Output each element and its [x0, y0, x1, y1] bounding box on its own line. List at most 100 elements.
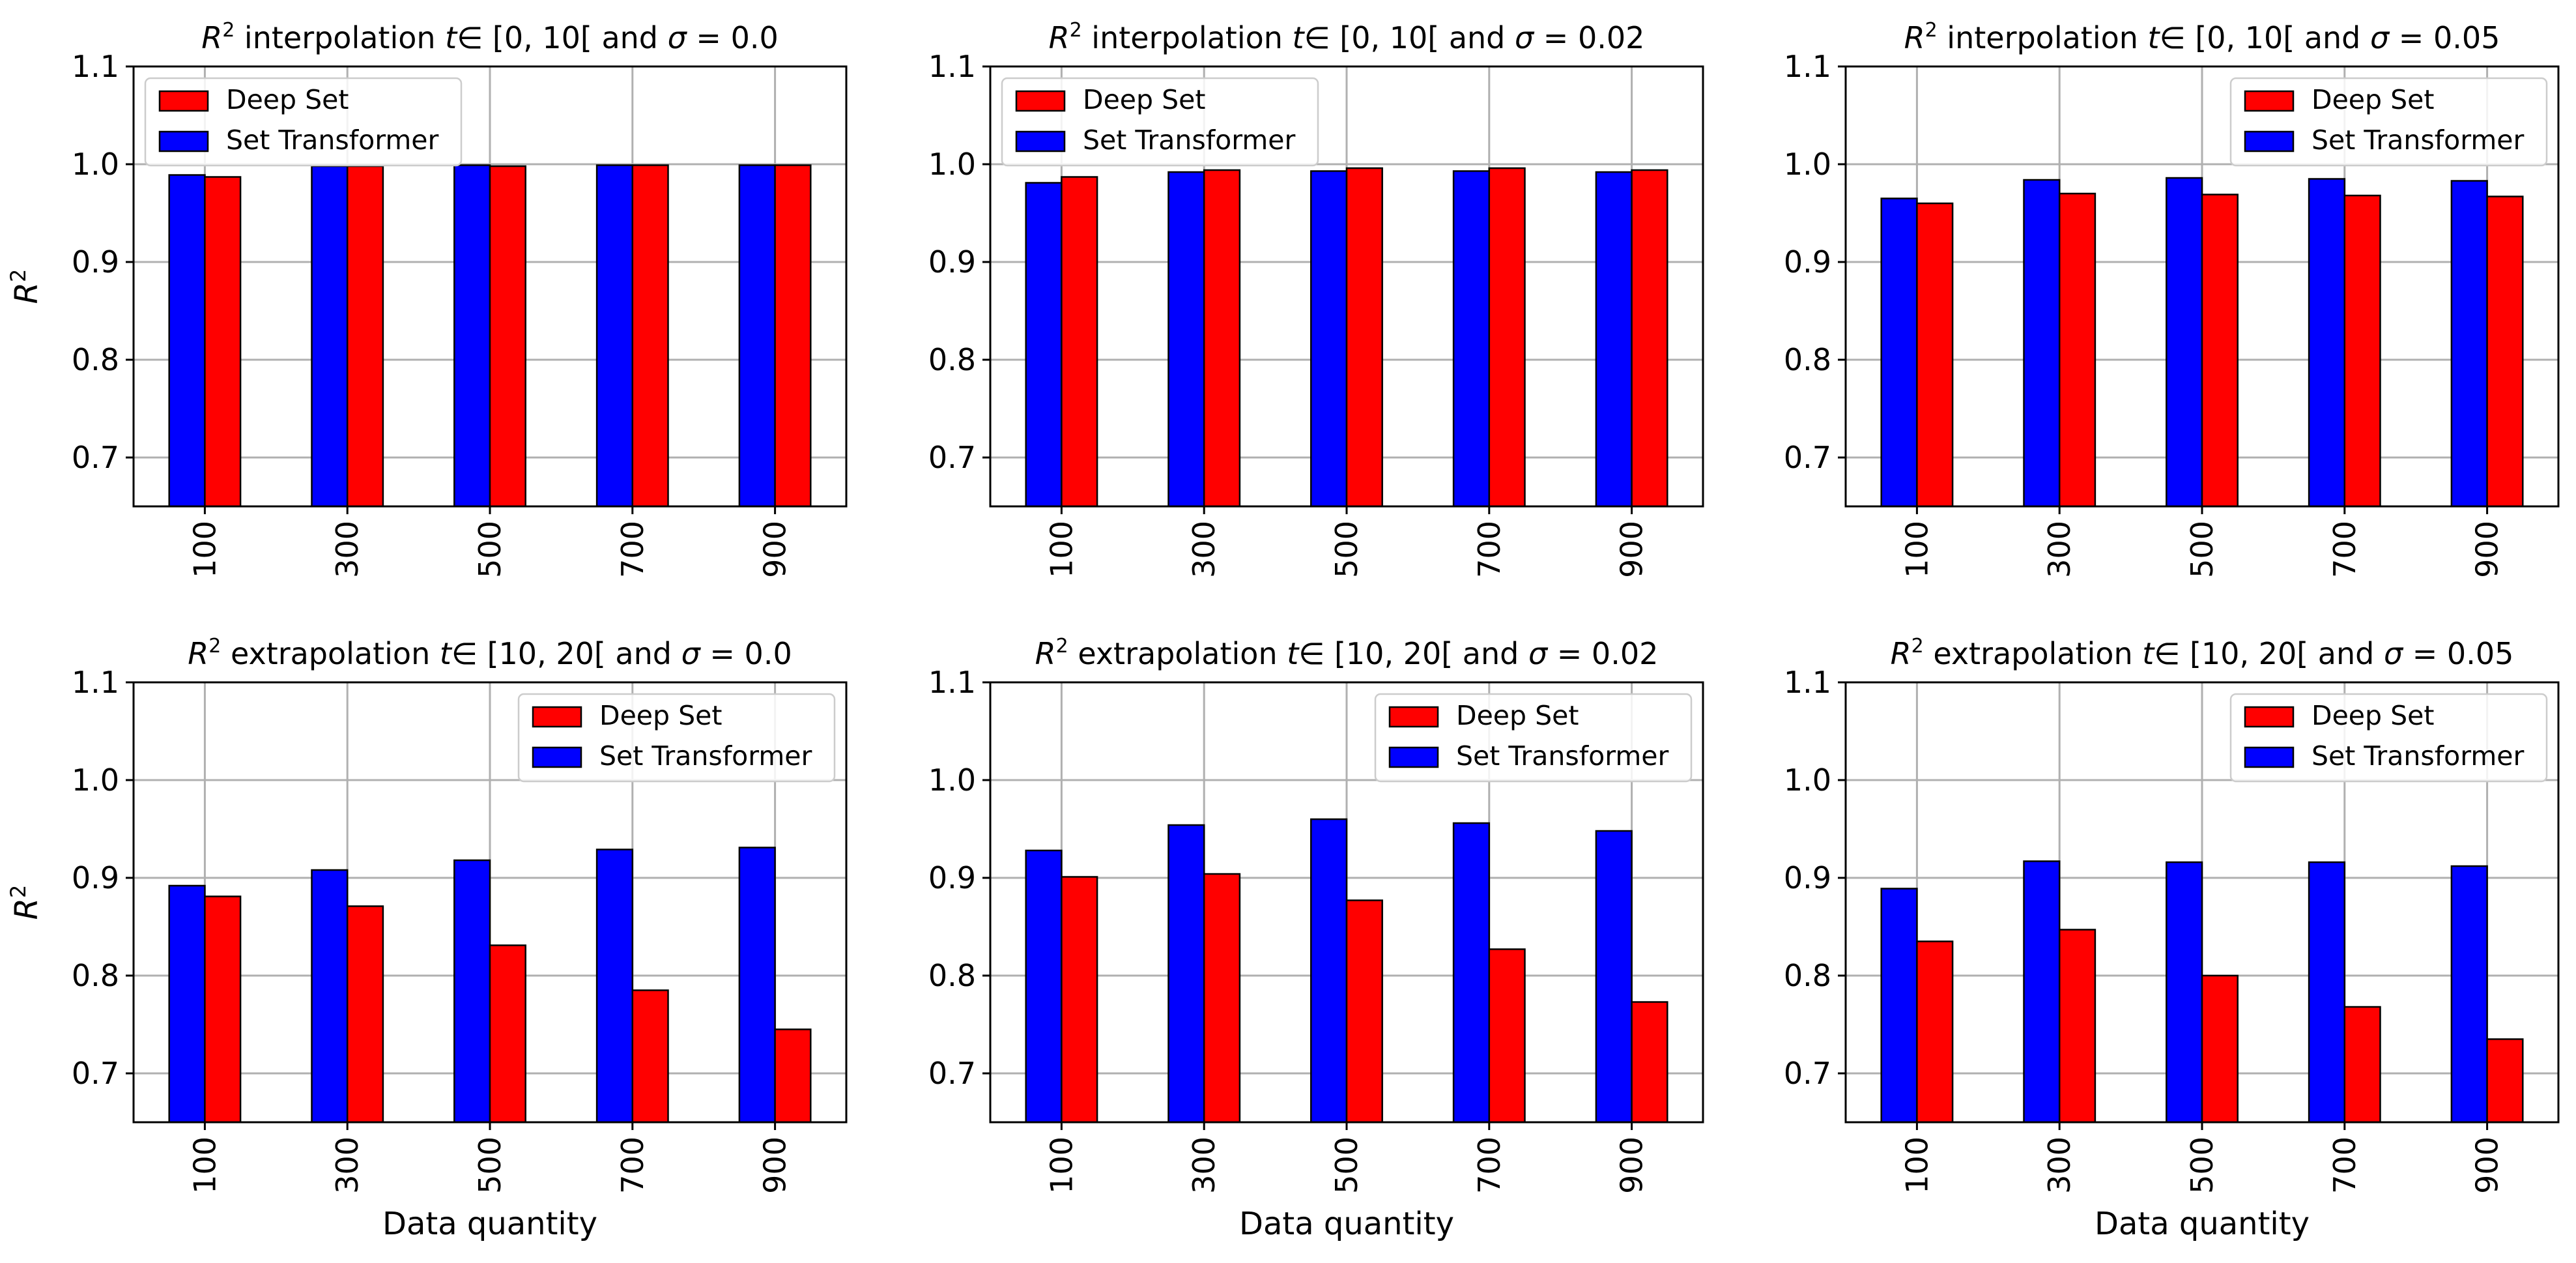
title-sup: 2 [1911, 635, 1924, 658]
panel-2: 0.7 0.8 0.9 1.0 1.1 100 300 500 700 900 R2 interpo… [928, 19, 1704, 578]
title-tvar: t [440, 636, 453, 671]
legend-label: Deep Set [226, 84, 349, 115]
bar-deep-set [489, 944, 526, 1124]
x-tick-label: 900 [2470, 521, 2505, 578]
bar-set-transformer [2450, 865, 2488, 1124]
y-tick-label: 0.7 [72, 440, 119, 475]
bar-deep-set [2058, 929, 2097, 1124]
y-tick-label: 1.0 [928, 147, 976, 182]
x-tick-label: 700 [1472, 1137, 1507, 1194]
title-r: R [1904, 20, 1925, 55]
legend: Deep Set Set Transformer [1374, 693, 1693, 783]
chart-title: R2 interpolation t∈ [0, 10[ and σ = 0.02 [1049, 19, 1645, 55]
legend-label: Deep Set [1456, 700, 1579, 731]
title-sigma: σ [2370, 20, 2390, 55]
title-sigma: σ [1528, 636, 1549, 671]
x-tick-label: 900 [758, 521, 793, 578]
bar-set-transformer [168, 884, 206, 1124]
y-tick-label: 0.8 [928, 342, 976, 377]
title-tail: and [606, 636, 681, 671]
title-body: interpolation [1938, 20, 2148, 55]
bar-deep-set [1488, 948, 1526, 1124]
x-tick-label: 300 [2042, 1137, 2077, 1194]
bar-deep-set [2058, 192, 2097, 508]
ylabel-sup: 2 [6, 885, 31, 898]
bar-set-transformer [1025, 849, 1063, 1124]
title-r: R [1891, 636, 1911, 671]
x-tick-label: 500 [1329, 1137, 1364, 1194]
x-tick-label: 100 [1899, 1137, 1934, 1194]
bar-deep-set [1203, 169, 1241, 508]
bar-set-transformer [1167, 824, 1205, 1124]
title-eq: = 0.02 [1534, 20, 1644, 55]
x-tick-label: 700 [2327, 521, 2362, 578]
bar-set-transformer [738, 847, 776, 1124]
legend-label: Set Transformer [599, 740, 812, 772]
bar-set-transformer [2308, 861, 2346, 1124]
bar-deep-set [1631, 169, 1668, 508]
bar-deep-set [2201, 974, 2239, 1124]
chart-title: R2 interpolation t∈ [0, 10[ and σ = 0.05 [1904, 19, 2500, 55]
bar-deep-set [1488, 167, 1526, 508]
y-tick-label: 1.1 [928, 665, 976, 700]
title-sup: 2 [222, 19, 235, 42]
bar-deep-set [204, 895, 242, 1124]
legend-swatch [2244, 706, 2295, 728]
title-tail: and [1439, 20, 1515, 55]
bar-deep-set [774, 164, 812, 508]
title-eq: = 0.0 [687, 20, 779, 55]
legend-swatch [1388, 706, 1439, 728]
x-tick-label: 700 [615, 1137, 650, 1194]
bar-deep-set [2343, 1006, 2381, 1124]
y-tick-label: 1.0 [928, 762, 976, 798]
bar-deep-set [1631, 1001, 1668, 1124]
title-body: extrapolation [1924, 636, 2143, 671]
bar-set-transformer [2450, 180, 2488, 508]
bar-deep-set [346, 165, 384, 508]
y-tick-label: 0.9 [928, 244, 976, 280]
bar-deep-set [204, 176, 242, 508]
title-sup: 2 [1070, 19, 1082, 42]
bar-set-transformer [2166, 861, 2203, 1124]
title-interval: ∈ [0, 10[ [457, 20, 592, 55]
x-tick-label: 900 [758, 1137, 793, 1194]
title-tvar: t [2142, 636, 2155, 671]
x-tick-label: 700 [2327, 1137, 2362, 1194]
title-eq: = 0.05 [2403, 636, 2513, 671]
legend-box [2229, 693, 2548, 783]
title-body: extrapolation [1068, 636, 1287, 671]
title-eq: = 0.0 [700, 636, 792, 671]
legend-box [517, 693, 836, 783]
title-sigma: σ [2384, 636, 2404, 671]
y-tick-label: 1.1 [928, 49, 976, 84]
x-tick-label: 300 [2042, 521, 2077, 578]
legend-swatch [2244, 746, 2295, 768]
title-sigma: σ [1515, 20, 1535, 55]
y-axis-label: R2 [6, 885, 45, 920]
title-sup: 2 [1056, 635, 1068, 658]
y-tick-label: 0.7 [928, 1056, 976, 1091]
y-tick-label: 1.0 [72, 762, 119, 798]
title-sup: 2 [208, 635, 221, 658]
legend-swatch [1015, 90, 1066, 112]
bar-deep-set [631, 989, 669, 1124]
y-tick-label: 0.7 [1784, 440, 1831, 475]
y-tick-label: 0.7 [928, 440, 976, 475]
title-tail: and [1453, 636, 1528, 671]
x-axis-label: Data quantity [1239, 1206, 1454, 1242]
legend: Deep Set Set Transformer [2229, 77, 2548, 167]
x-tick-label: 100 [1044, 1137, 1079, 1194]
y-tick-label: 1.0 [72, 147, 119, 182]
bar-set-transformer [1167, 171, 1205, 508]
legend: Deep Set Set Transformer [1001, 77, 1319, 167]
bar-set-transformer [1595, 171, 1633, 508]
title-r: R [1035, 636, 1056, 671]
bar-set-transformer [1880, 888, 1918, 1124]
chart-title: R2 extrapolation t∈ [10, 20[ and σ = 0.0… [1891, 635, 2514, 671]
x-tick-label: 100 [1044, 521, 1079, 578]
panel-3: 0.7 0.8 0.9 1.0 1.1 100 300 500 700 900 R2 interpo… [1784, 19, 2560, 578]
y-tick-label: 0.9 [72, 244, 119, 280]
legend: Deep Set Set Transformer [517, 693, 836, 783]
x-tick-label: 300 [330, 1137, 365, 1194]
